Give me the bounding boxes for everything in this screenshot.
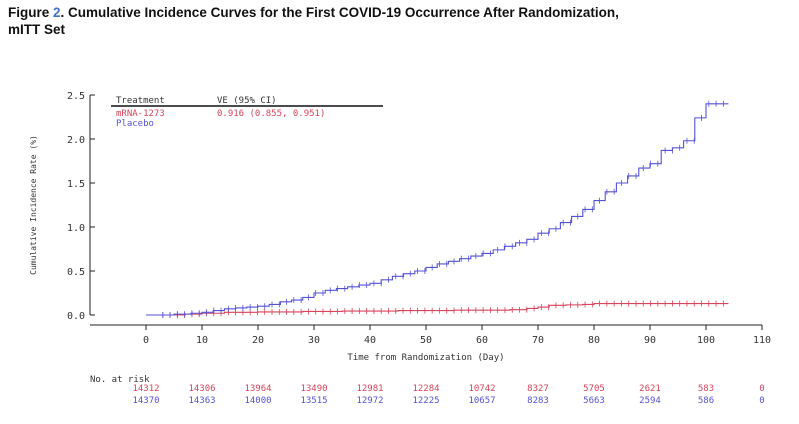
x-tick-label: 40 [364, 335, 376, 346]
at-risk-mrna-value: 2621 [639, 384, 661, 394]
chart-axes: 0.0 0.5 1.0 1.5 2.0 2.5 0 10 20 30 40 50 60 70 80 90 100… [29, 91, 771, 363]
y-axis-label: Cumulative Incidence Rate (%) [29, 135, 38, 275]
at-risk-placebo-value: 12972 [356, 396, 383, 406]
at-risk-placebo-value: 2594 [639, 396, 661, 406]
at-risk-mrna-value: 5705 [583, 384, 605, 394]
y-tick-label: 2.5 [67, 91, 85, 102]
legend-entry-name: mRNA-1273 [116, 109, 165, 119]
at-risk-placebo-value: 5663 [583, 396, 605, 406]
figure-title: Figure 2. Cumulative Incidence Curves fo… [8, 4, 768, 38]
figure-title-line1: . Cumulative Incidence Curves for the Fi… [60, 5, 619, 20]
y-tick-label: 0.0 [67, 311, 85, 322]
at-risk-placebo-value: 14000 [244, 396, 271, 406]
at-risk-mrna-value: 10742 [468, 384, 495, 394]
x-tick-label: 30 [308, 335, 320, 346]
x-tick-label: 10 [196, 335, 208, 346]
x-tick-label: 50 [420, 335, 432, 346]
at-risk-mrna-value: 13490 [300, 384, 327, 394]
at-risk-placebo-value: 10657 [468, 396, 495, 406]
chart-legend: Treatment VE (95% CI) mRNA-1273 0.916 (0.85… [111, 96, 383, 129]
figure-title-line2: mITT Set [8, 22, 66, 37]
at-risk-label: No. at risk [90, 375, 150, 385]
legend-entry-name: Placebo [116, 119, 154, 129]
at-risk-placebo-value: 14363 [188, 396, 215, 406]
legend-header-treatment: Treatment [116, 96, 165, 106]
x-tick-label: 90 [644, 335, 656, 346]
at-risk-mrna-value: 14306 [188, 384, 215, 394]
at-risk-mrna-value: 12284 [412, 384, 439, 394]
at-risk-placebo-value: 14370 [132, 396, 159, 406]
at-risk-mrna-value: 8327 [527, 384, 549, 394]
at-risk-placebo-value: 8283 [527, 396, 549, 406]
y-tick-label: 1.5 [67, 179, 85, 190]
y-tick-label: 0.5 [67, 267, 85, 278]
chart-marks [146, 100, 729, 318]
figure-number: 2 [53, 5, 61, 20]
at-risk-placebo-value: 13515 [300, 396, 327, 406]
at-risk-mrna-value: 583 [698, 384, 714, 394]
at-risk-mrna-value: 12981 [356, 384, 383, 394]
placebo-curve [146, 103, 729, 316]
y-tick-label: 2.0 [67, 135, 85, 146]
at-risk-mrna-value: 14312 [132, 384, 159, 394]
legend-header-ve: VE (95% CI) [217, 96, 277, 106]
at-risk-placebo-value: 12225 [412, 396, 439, 406]
at-risk-mrna-value: 0 [759, 384, 764, 394]
y-tick-label: 1.0 [67, 223, 85, 234]
x-tick-label: 0 [143, 335, 149, 346]
x-tick-label: 80 [588, 335, 600, 346]
x-tick-label: 110 [753, 335, 771, 346]
at-risk-mrna-value: 13964 [244, 384, 271, 394]
figure-label-prefix: Figure [8, 5, 54, 20]
x-tick-label: 70 [532, 335, 544, 346]
at-risk-placebo-value: 0 [759, 396, 764, 406]
x-tick-label: 60 [476, 335, 488, 346]
x-axis-label: Time from Randomization (Day) [347, 353, 504, 363]
legend-entry-ve: 0.916 (0.855, 0.951) [217, 109, 325, 119]
x-tick-label: 100 [697, 335, 715, 346]
x-tick-label: 20 [252, 335, 264, 346]
at-risk-placebo-value: 586 [698, 396, 714, 406]
